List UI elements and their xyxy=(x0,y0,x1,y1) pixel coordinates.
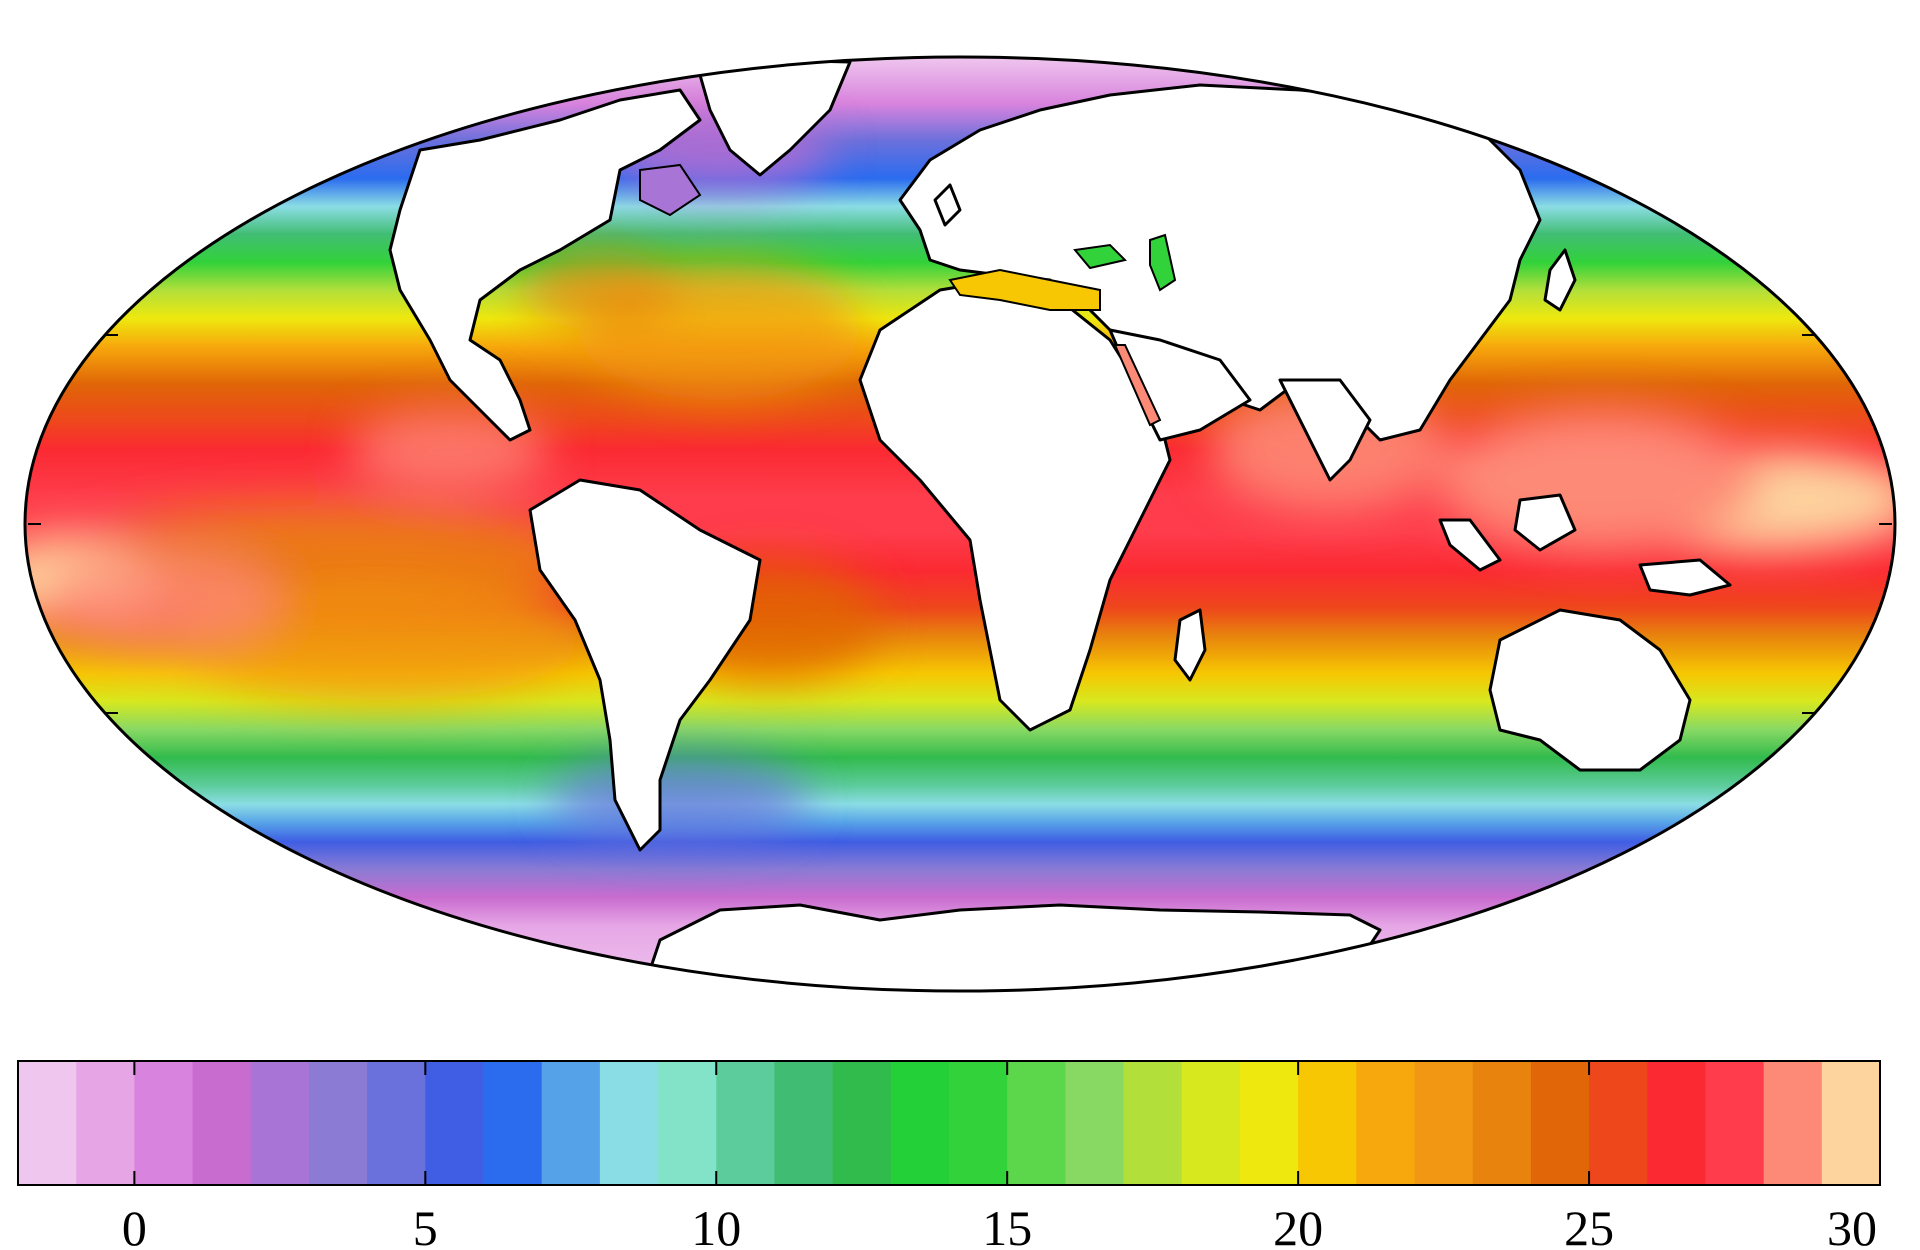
colorbar-swatch xyxy=(1414,1061,1474,1185)
borneo-land xyxy=(1513,493,1577,552)
colorbar-swatch xyxy=(367,1061,426,1185)
tick-label-0: 0 xyxy=(122,1200,147,1250)
colorbar-swatch xyxy=(1705,1061,1765,1185)
colorbar-frame xyxy=(17,1060,1881,1186)
colorbar-swatch xyxy=(192,1061,252,1185)
colorbar: 0 5 10 15 20 25 30 xyxy=(17,1060,1881,1250)
colorbar-swatch xyxy=(1647,1061,1707,1185)
latitude-ticks xyxy=(28,334,1892,714)
colorbar-swatch xyxy=(134,1061,194,1185)
sumatra-land xyxy=(1438,518,1502,572)
colorbar-swatch xyxy=(541,1061,601,1185)
colorbar-swatch xyxy=(1298,1061,1357,1185)
colorbar-swatch xyxy=(774,1061,834,1185)
tick-label-30: 30 xyxy=(1827,1200,1877,1250)
colorbar-swatches xyxy=(18,1061,1881,1185)
colorbar-ticks xyxy=(133,1061,1881,1185)
north-america-land xyxy=(388,88,702,442)
colorbar-swatch xyxy=(250,1061,310,1185)
inland-seas xyxy=(639,163,1177,427)
tick-label-10: 10 xyxy=(691,1200,741,1250)
black-sea xyxy=(1073,243,1127,270)
colorbar-swatch xyxy=(832,1061,892,1185)
colorbar-swatch xyxy=(890,1061,950,1185)
colorbar-swatch xyxy=(1065,1061,1125,1185)
map-frame xyxy=(23,55,1897,993)
south-america-land xyxy=(528,478,762,852)
colorbar-swatch xyxy=(599,1061,659,1185)
colorbar-swatch xyxy=(76,1061,135,1185)
new-guinea-land xyxy=(1638,558,1732,597)
tick-label-5: 5 xyxy=(413,1200,438,1250)
colorbar-swatch xyxy=(1763,1061,1823,1185)
colorbar-swatch xyxy=(1123,1061,1183,1185)
colorbar-swatch xyxy=(1007,1061,1066,1185)
australia-land xyxy=(1488,608,1692,772)
colorbar-swatch xyxy=(483,1061,543,1185)
colorbar-swatch xyxy=(425,1061,485,1185)
colorbar-swatch xyxy=(716,1061,776,1185)
japan-land xyxy=(1543,248,1577,312)
colorbar-swatch xyxy=(1530,1061,1590,1185)
colorbar-swatch xyxy=(1181,1061,1241,1185)
colorbar-swatch xyxy=(1589,1061,1648,1185)
colorbar-swatch xyxy=(1239,1061,1299,1185)
tick-label-20: 20 xyxy=(1273,1200,1323,1250)
india-land xyxy=(1278,378,1372,482)
colorbar-swatch xyxy=(1821,1061,1881,1185)
land-masses xyxy=(388,58,1832,991)
tick-label-25: 25 xyxy=(1564,1200,1614,1250)
colorbar-swatch xyxy=(1472,1061,1532,1185)
colorbar-swatch xyxy=(949,1061,1008,1185)
madagascar-land xyxy=(1173,608,1207,682)
uk-land xyxy=(933,183,962,227)
colorbar-swatch xyxy=(658,1061,717,1185)
mediterranean-sea xyxy=(948,268,1101,311)
colorbar-swatch xyxy=(1356,1061,1416,1185)
world-map xyxy=(23,55,1897,993)
tick-label-15: 15 xyxy=(982,1200,1032,1250)
colorbar-swatch xyxy=(18,1061,77,1185)
colorbar-tick-labels: 0 5 10 15 20 25 30 xyxy=(122,1200,1877,1250)
antarctica-land xyxy=(638,903,1382,991)
colorbar-swatch xyxy=(308,1061,368,1185)
new-zealand-land xyxy=(1808,758,1832,807)
red-sea xyxy=(1113,344,1162,427)
hudson-bay xyxy=(639,163,702,217)
caspian-sea xyxy=(1149,233,1177,292)
